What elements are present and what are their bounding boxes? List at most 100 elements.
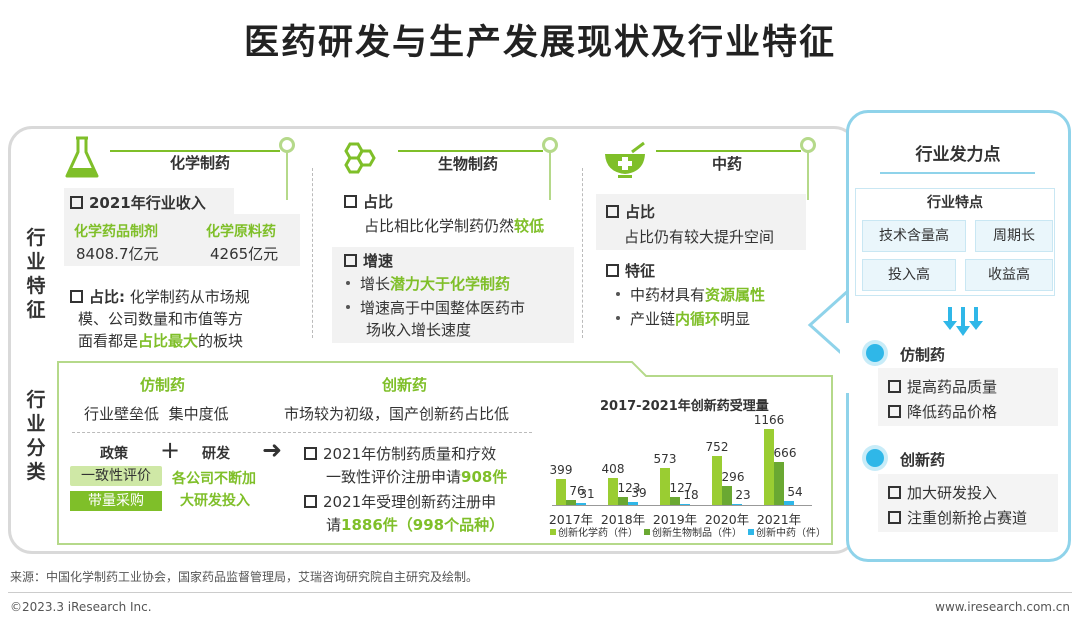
legend-swatch [644, 529, 650, 535]
chart-bar [566, 500, 576, 505]
side-label-features: 行业特征 [26, 227, 46, 321]
chart-data-label: 1166 [753, 413, 785, 428]
bio-growth-item-1: 增长潜力大于化学制药 [346, 273, 510, 294]
bio-share-text: 占比相比化学制药仍然较低 [364, 217, 545, 235]
bullet-square-icon [888, 380, 901, 393]
chart-data-label: 76 [569, 484, 585, 499]
divider [72, 432, 532, 433]
chart-bar [660, 467, 670, 505]
innovative-drug-chart: 399 76 31 2017年 408 123 39 2018年 573 127 18 2019年 75… [548, 410, 828, 545]
chart-bar [732, 503, 742, 505]
tcm-title: 中药 [712, 155, 743, 173]
tcm-share-text: 占比仍有较大提升空间 [624, 228, 775, 246]
generic-bubble-icon [866, 344, 884, 362]
chart-x-tick: 2017年 [548, 512, 594, 527]
focus-title: 行业发力点 [915, 145, 1001, 165]
arrow-right-icon: ➜ [262, 436, 283, 464]
chart-data-label: 399 [549, 463, 573, 478]
chart-data-label: 127 [669, 480, 693, 495]
mortar-icon [605, 141, 645, 178]
side-label-categories: 行业分类 [26, 389, 46, 483]
bio-growth-item-2: 增速高于中国整体医药市 场收入增长速度 [346, 297, 525, 341]
bullet-square-icon [70, 290, 83, 303]
flask-icon [65, 136, 99, 178]
bullet-square-icon [304, 447, 317, 460]
chart-bar [680, 503, 690, 505]
chart-bar [608, 478, 618, 505]
policy-label: 政策 [100, 446, 128, 462]
generic-title: 仿制药 [140, 376, 186, 394]
tag-cycle: 周期长 [975, 220, 1053, 252]
legend-swatch [748, 529, 754, 535]
bio-title-line [398, 150, 543, 152]
legend-swatch [550, 529, 556, 535]
categories-frame [57, 361, 833, 545]
innovative-text: 市场较为初级，国产创新药占比低 [284, 405, 510, 423]
chem-share-text: 占比: 化学制药从市场规 模、公司数量和市值等方 面看都是占比最大的板块 [70, 286, 310, 352]
chart-bar [618, 497, 628, 505]
chem-pin-stem [286, 150, 288, 200]
focus-generic-card [878, 368, 1058, 426]
source-note: 来源：中国化学制药工业协会，国家药品监督管理局，艾瑞咨询研究院自主研究及绘制。 [10, 570, 479, 584]
divider [582, 168, 583, 338]
chart-bar [784, 501, 794, 505]
focus-innovative-item-1: 加大研发投入 [888, 482, 997, 503]
chem-income-card [64, 188, 234, 214]
legend-label: 创新化学药（件） [558, 528, 638, 539]
rd-text: 各公司不断加 大研发投入 [172, 471, 256, 509]
bullet-square-icon [344, 195, 357, 208]
tcm-pin-stem [807, 150, 809, 200]
website-link[interactable]: www.iresearch.com.cn [935, 600, 1070, 614]
chem-col1-name: 化学药品制剂 [74, 224, 158, 240]
chart-bar [576, 502, 586, 505]
chart-data-label: 18 [683, 487, 699, 502]
chart-data-label: 31 [579, 486, 595, 501]
generic-point: 2021年仿制药质量和疗效 一致性评价注册申请908件 [304, 443, 507, 489]
tag-return: 收益高 [965, 259, 1053, 291]
volume-procurement-tag: 带量采购 [70, 491, 162, 511]
features-title: 行业特点 [927, 195, 983, 211]
features-box [855, 188, 1055, 296]
chart-x-tick: 2018年 [600, 512, 646, 527]
bio-title: 生物制药 [438, 155, 499, 173]
copyright: ©2023.3 iResearch Inc. [10, 600, 152, 614]
focus-generic-item-2: 降低药品价格 [888, 401, 997, 422]
tcm-share-head: 占比 [606, 201, 655, 222]
chart-baseline [552, 505, 812, 506]
callout-pointer [807, 290, 851, 360]
tag-tech: 技术含量高 [862, 220, 966, 252]
chart-bar [764, 429, 774, 505]
page-title: 医药研发与生产发展现状及行业特征 [243, 23, 836, 63]
bullet-square-icon [606, 205, 619, 218]
chart-bar [670, 496, 680, 505]
bio-growth-card [332, 247, 574, 343]
callout-gap [840, 323, 852, 393]
tcm-pin [800, 137, 816, 153]
chem-col2-name: 化学原料药 [206, 224, 276, 240]
molecule-icon [344, 142, 376, 174]
chart-x-tick: 2021年 [756, 512, 802, 527]
chart-title: 2017-2021年创新药受理量 [600, 399, 769, 414]
bullet-square-icon [888, 511, 901, 524]
chem-income-title: 2021年行业收入 [70, 192, 206, 213]
legend-label: 创新中药（件） [756, 528, 826, 539]
chart-bar [628, 502, 638, 505]
focus-generic-item-1: 提高药品质量 [888, 376, 997, 397]
bio-pin [542, 137, 558, 153]
chem-col2-value: 4265亿元 [210, 245, 279, 263]
chart-data-label: 23 [735, 487, 751, 502]
focus-title-line [880, 172, 1035, 174]
tcm-title-line [656, 150, 801, 152]
chart-x-tick: 2020年 [704, 512, 750, 527]
rd-label: 研发 [202, 446, 230, 462]
chart-bar [722, 485, 732, 505]
legend-label: 创新生物制品（件） [652, 528, 742, 539]
tcm-feat-head: 特征 [606, 260, 655, 281]
chem-col1-value: 8408.7亿元 [76, 245, 159, 263]
tcm-share-card [596, 194, 806, 250]
chart-data-label: 573 [653, 451, 677, 466]
bullet-square-icon [606, 264, 619, 277]
focus-innovative-item-2: 注重创新抢占赛道 [888, 507, 1027, 528]
bio-growth-head: 增速 [344, 250, 393, 271]
arrows-down-icon [943, 307, 983, 336]
